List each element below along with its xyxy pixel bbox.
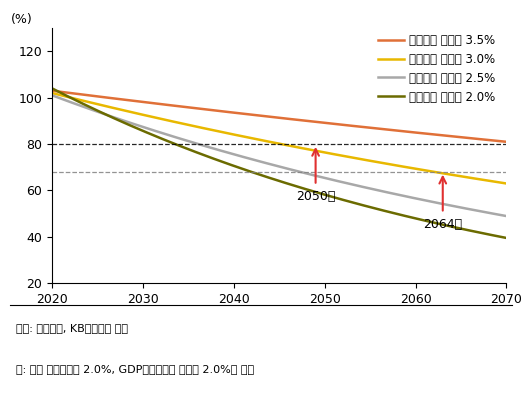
가계부채 증가율 2.5% — [49, 93, 55, 98]
가계부채 증가율 2.5% — [492, 212, 499, 217]
가계부채 증가율 2.5% — [421, 198, 428, 203]
가계부채 증가율 2.0% — [49, 86, 55, 91]
Text: 2050년: 2050년 — [296, 190, 335, 203]
가계부채 증가율 2.0% — [492, 234, 499, 238]
가계부채 증가율 3.5% — [49, 88, 55, 93]
가계부채 증가율 2.0% — [421, 218, 428, 223]
가계부채 증가율 3.0% — [492, 179, 499, 184]
가계부채 증가율 3.5% — [492, 138, 499, 143]
가계부채 증가율 3.0% — [503, 181, 509, 186]
가계부채 증가율 2.5% — [265, 161, 271, 166]
Text: 2064년: 2064년 — [423, 218, 462, 231]
가계부채 증가율 2.5% — [503, 214, 509, 219]
가계부채 증가율 2.5% — [295, 169, 301, 174]
Line: 가계부채 증가율 3.5%: 가계부채 증가율 3.5% — [52, 91, 506, 142]
가계부채 증가율 3.5% — [421, 131, 428, 136]
가계부채 증가율 3.0% — [265, 139, 271, 144]
가계부채 증가율 2.0% — [265, 175, 271, 180]
가계부채 증가율 3.5% — [319, 120, 326, 125]
Text: 주: 실질 경제성장률 2.0%, GDP디플레이터 상승률 2.0%로 가정: 주: 실질 경제성장률 2.0%, GDP디플레이터 상승률 2.0%로 가정 — [16, 364, 254, 374]
가계부채 증가율 3.0% — [295, 145, 301, 150]
가계부채 증가율 3.0% — [319, 149, 326, 154]
가계부채 증가율 2.0% — [319, 191, 326, 196]
가계부채 증가율 2.0% — [267, 176, 274, 181]
가계부채 증가율 3.0% — [267, 139, 274, 144]
Line: 가계부채 증가율 3.0%: 가계부채 증가율 3.0% — [52, 93, 506, 183]
가계부채 증가율 2.0% — [503, 236, 509, 240]
Line: 가계부채 증가율 2.5%: 가계부채 증가율 2.5% — [52, 95, 506, 216]
가계부채 증가율 3.5% — [295, 118, 301, 122]
가계부채 증가율 3.5% — [503, 139, 509, 144]
Legend: 가계부채 증가율 3.5%, 가계부채 증가율 3.0%, 가계부채 증가율 2.5%, 가계부채 증가율 2.0%: 가계부채 증가율 3.5%, 가계부채 증가율 3.0%, 가계부채 증가율 2… — [373, 29, 501, 108]
Line: 가계부채 증가율 2.0%: 가계부채 증가율 2.0% — [52, 88, 506, 238]
가계부채 증가율 3.0% — [49, 90, 55, 95]
가계부채 증가율 3.0% — [421, 168, 428, 173]
Text: (%): (%) — [11, 13, 33, 26]
Text: 자료: 한국은행, KB국민은행 추정: 자료: 한국은행, KB국민은행 추정 — [16, 323, 128, 333]
가계부채 증가율 2.5% — [319, 175, 326, 180]
가계부채 증가율 3.5% — [267, 114, 274, 119]
가계부채 증가율 3.5% — [265, 114, 271, 119]
가계부채 증가율 2.0% — [295, 184, 301, 189]
가계부채 증가율 2.5% — [267, 162, 274, 167]
